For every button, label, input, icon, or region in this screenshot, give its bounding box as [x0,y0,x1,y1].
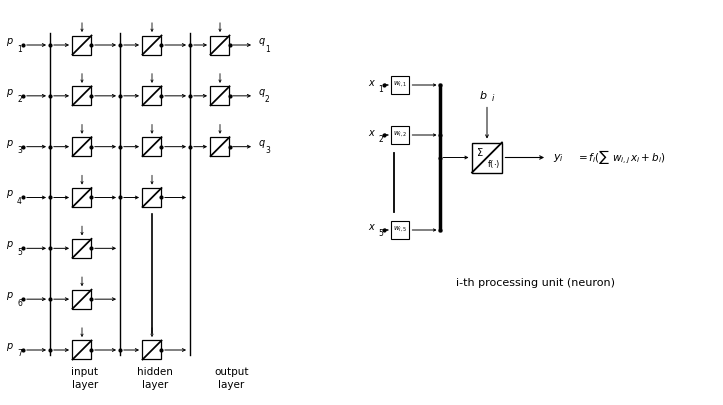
Text: 2: 2 [17,95,22,104]
Text: 6: 6 [17,298,22,308]
Text: output
layer: output layer [214,367,249,390]
Bar [210,86,229,105]
Text: 5: 5 [379,230,383,239]
Text: $p$: $p$ [6,188,14,200]
Text: $q$: $q$ [258,87,266,99]
Text: $p$: $p$ [6,239,14,252]
Text: 2: 2 [379,134,383,143]
Bar [72,86,92,105]
Bar [72,290,92,309]
Text: $y_i$: $y_i$ [553,151,564,164]
Text: $b$: $b$ [479,89,487,100]
Bar [391,221,409,239]
Bar [142,36,161,55]
Text: $q$: $q$ [258,36,266,48]
Text: i-th processing unit (neuron): i-th processing unit (neuron) [456,278,615,288]
Text: $w_{i,1}$: $w_{i,1}$ [393,79,407,88]
Bar [391,76,409,94]
Text: $x$: $x$ [368,128,376,138]
Bar [142,86,161,105]
Text: input
layer: input layer [72,367,98,390]
Text: $x$: $x$ [368,77,376,87]
Text: $i$: $i$ [491,92,495,102]
Bar [72,36,92,55]
Text: $\mathrm{f(\cdot)}$: $\mathrm{f(\cdot)}$ [487,158,501,171]
Text: 1: 1 [265,45,270,53]
Bar [72,239,92,258]
Text: $p$: $p$ [6,36,14,48]
Text: 7: 7 [17,350,22,358]
Text: $p$: $p$ [6,341,14,353]
Bar [72,188,92,207]
Text: 5: 5 [17,248,22,257]
Bar [391,126,409,144]
Text: $p$: $p$ [6,138,14,150]
Text: $p$: $p$ [6,87,14,99]
Bar [210,137,229,156]
Text: 3: 3 [17,146,22,155]
Text: $p$: $p$ [6,290,14,302]
Text: $q$: $q$ [258,138,266,150]
Bar [72,137,92,156]
Bar [472,143,502,173]
Text: $\Sigma$: $\Sigma$ [476,145,484,158]
Text: $w_{i,2}$: $w_{i,2}$ [393,130,407,139]
Text: hidden
layer: hidden layer [137,367,173,390]
Bar [142,188,161,207]
Bar [72,341,92,360]
Text: 1: 1 [17,45,22,53]
Text: 4: 4 [17,197,22,206]
Text: $= f_i(\sum\ w_{i,j}\,x_i+b_i)$: $= f_i(\sum\ w_{i,j}\,x_i+b_i)$ [576,149,665,166]
Text: 2: 2 [265,95,270,104]
Text: $w_{i,5}$: $w_{i,5}$ [393,224,407,234]
Bar [142,137,161,156]
Text: 3: 3 [265,146,270,155]
Bar [210,36,229,55]
Text: $x$: $x$ [368,222,376,232]
Text: 1: 1 [379,85,383,94]
Bar [142,341,161,360]
